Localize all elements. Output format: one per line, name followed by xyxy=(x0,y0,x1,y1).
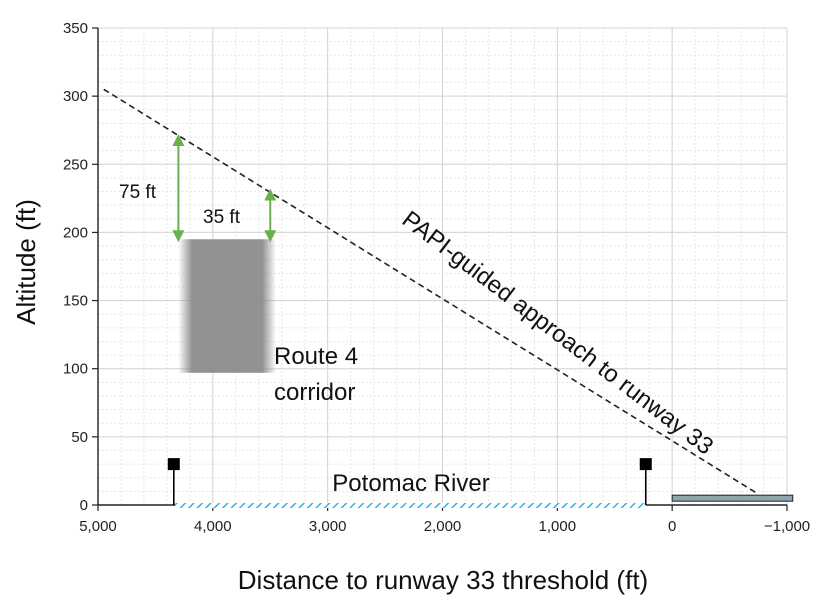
corridor-label-line2: corridor xyxy=(274,379,355,406)
y-tick-label: 100 xyxy=(63,361,88,378)
x-tick-label: 2,000 xyxy=(424,518,462,535)
x-tick-label: 3,000 xyxy=(309,518,347,535)
approach-path-line xyxy=(103,88,759,495)
x-tick-label: −1,000 xyxy=(764,518,810,535)
tower-marker xyxy=(167,458,180,471)
y-tick-label: 150 xyxy=(63,293,88,310)
tower-marker xyxy=(639,458,652,471)
y-tick-label: 200 xyxy=(63,224,88,241)
x-axis-title: Distance to runway 33 threshold (ft) xyxy=(238,565,648,595)
y-tick-label: 300 xyxy=(63,88,88,105)
annotations xyxy=(172,134,277,243)
regions xyxy=(178,239,276,373)
river-label: Potomac River xyxy=(332,470,489,497)
y-axis-title: Altitude (ft) xyxy=(11,199,41,325)
x-tick-label: 5,000 xyxy=(79,518,117,535)
axes: 0 50 100 150 200 250 300 350 5,000 4,000 3,000 2,00… xyxy=(63,20,810,535)
corridor-label-line1: Route 4 xyxy=(274,343,358,370)
runway-33 xyxy=(671,494,794,502)
y-tick-label: 250 xyxy=(63,156,88,173)
y-tick-label: 350 xyxy=(63,20,88,37)
series xyxy=(103,88,794,508)
x-tick-label: 4,000 xyxy=(194,518,232,535)
clearance-75-label: 75 ft xyxy=(119,182,157,203)
y-tick-label: 50 xyxy=(71,429,88,446)
potomac-river-band xyxy=(174,503,646,508)
x-tick-label: 1,000 xyxy=(539,518,577,535)
y-tick-label: 0 xyxy=(80,497,88,514)
route-4-corridor-region xyxy=(178,239,276,373)
clearance-35-label: 35 ft xyxy=(203,207,241,228)
x-tick-label: 0 xyxy=(668,518,676,535)
